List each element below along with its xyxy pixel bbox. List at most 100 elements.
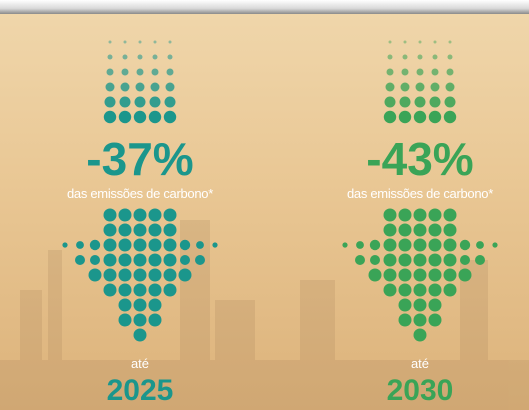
dot [134, 209, 147, 222]
dot [164, 284, 177, 297]
year: 2025 [107, 374, 174, 407]
dot [414, 254, 427, 267]
dot [76, 241, 84, 249]
dot [399, 299, 412, 312]
dot [179, 269, 192, 282]
reduction-value: -37% [86, 133, 193, 185]
dot [342, 242, 347, 247]
dot [447, 69, 454, 76]
dot [151, 83, 160, 92]
dot [445, 97, 456, 108]
dot [432, 69, 439, 76]
dot [414, 284, 427, 297]
dot [401, 83, 410, 92]
dot [444, 254, 457, 267]
dot [434, 41, 437, 44]
dot [75, 255, 85, 265]
dot [89, 269, 102, 282]
dot [195, 255, 205, 265]
reduction-value: -43% [366, 133, 473, 185]
dot [134, 224, 147, 237]
dot [386, 83, 395, 92]
dot [168, 55, 173, 60]
dot [415, 97, 426, 108]
dot [164, 209, 177, 222]
dot [164, 224, 177, 237]
dot [134, 329, 147, 342]
dot [429, 111, 441, 123]
dot [164, 269, 177, 282]
dot [149, 239, 162, 252]
dot [104, 269, 117, 282]
dot [444, 209, 457, 222]
dot [399, 284, 412, 297]
dot [104, 239, 117, 252]
dot [429, 269, 442, 282]
dot [399, 269, 412, 282]
dot [149, 111, 161, 123]
dot [414, 329, 427, 342]
dot [121, 83, 130, 92]
dot [444, 239, 457, 252]
dot [369, 269, 382, 282]
dot [134, 299, 147, 312]
dot [119, 299, 132, 312]
dot [134, 314, 147, 327]
dot [139, 41, 142, 44]
dot [414, 314, 427, 327]
dot [492, 242, 497, 247]
dot [429, 224, 442, 237]
dot [356, 241, 364, 249]
dot [62, 242, 67, 247]
dot [400, 97, 411, 108]
dot [416, 83, 425, 92]
dot [149, 224, 162, 237]
dot [446, 83, 455, 92]
dot [414, 269, 427, 282]
dot [212, 242, 217, 247]
dot [122, 69, 129, 76]
dot [164, 239, 177, 252]
dot [124, 41, 127, 44]
dot [414, 209, 427, 222]
caption: das emissões de carbono* [347, 186, 493, 201]
dot [106, 83, 115, 92]
dot [152, 69, 159, 76]
dot [402, 69, 409, 76]
dot [119, 314, 132, 327]
dot [429, 239, 442, 252]
dot [149, 254, 162, 267]
dot [449, 41, 452, 44]
dot [134, 269, 147, 282]
dot [134, 239, 147, 252]
dot [389, 41, 392, 44]
dot [108, 55, 113, 60]
dot [119, 224, 132, 237]
dot [399, 111, 411, 123]
dot [119, 269, 132, 282]
dot [149, 269, 162, 282]
dot [459, 269, 472, 282]
dot [384, 239, 397, 252]
dot [165, 97, 176, 108]
dot [384, 254, 397, 267]
dot [119, 254, 132, 267]
dot [120, 97, 131, 108]
year: 2030 [387, 374, 454, 407]
dot [134, 111, 146, 123]
dot [403, 55, 408, 60]
dot [429, 314, 442, 327]
dot [433, 55, 438, 60]
dot [399, 254, 412, 267]
dot [164, 111, 176, 123]
dot [149, 314, 162, 327]
dot [149, 284, 162, 297]
graphic: -37% das emissões de carbono* até 2025 -… [0, 0, 529, 410]
dot [384, 284, 397, 297]
dot [444, 284, 457, 297]
dot [430, 97, 441, 108]
dot [196, 241, 204, 249]
dot [399, 239, 412, 252]
dot [444, 111, 456, 123]
dot [166, 83, 175, 92]
